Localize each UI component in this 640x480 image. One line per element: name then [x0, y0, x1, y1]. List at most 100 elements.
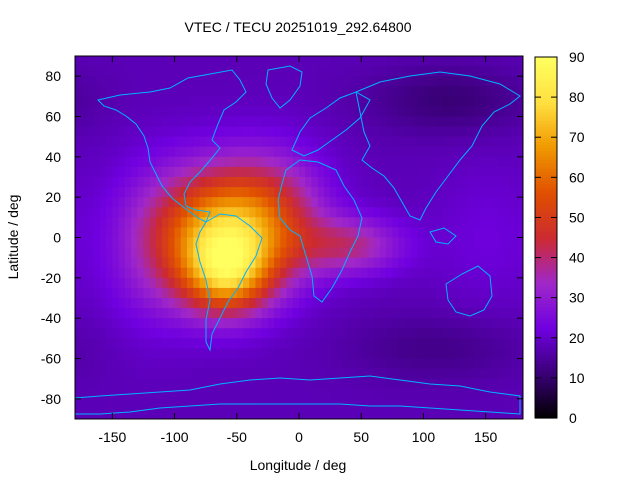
heatmap-cell — [348, 106, 356, 118]
heatmap-cell — [504, 86, 512, 97]
heatmap-cell — [498, 237, 505, 249]
heatmap-cell — [143, 126, 151, 138]
heatmap-cell — [386, 166, 393, 178]
heatmap-cell — [193, 277, 201, 289]
heatmap-cell — [205, 378, 213, 390]
heatmap-cell — [467, 318, 474, 329]
heatmap-cell — [473, 287, 481, 299]
heatmap-cell — [180, 197, 188, 208]
heatmap-cell — [442, 388, 449, 400]
heatmap-cell — [118, 126, 126, 138]
heatmap-cell — [168, 328, 176, 339]
heatmap-cell — [392, 156, 400, 168]
heatmap-cell — [199, 247, 207, 259]
heatmap-cell — [199, 86, 207, 97]
heatmap-cell — [373, 106, 381, 118]
heatmap-cell — [317, 267, 325, 279]
colorbar-segment — [535, 348, 557, 353]
heatmap-cell — [485, 177, 493, 188]
heatmap-cell — [336, 257, 344, 269]
heatmap-cell — [311, 177, 319, 188]
heatmap-cell — [143, 116, 151, 128]
heatmap-cell — [299, 156, 306, 168]
heatmap-cell — [205, 146, 213, 158]
heatmap-cell — [454, 277, 462, 289]
heatmap-cell — [299, 328, 306, 339]
y-tick-label: -20 — [41, 270, 61, 286]
heatmap-cell — [162, 267, 169, 279]
heatmap-cell — [510, 146, 518, 158]
heatmap-cell — [274, 378, 281, 390]
heatmap-cell — [342, 116, 350, 128]
heatmap-cell — [367, 136, 375, 148]
heatmap-cell — [243, 96, 250, 108]
heatmap-cell — [392, 197, 400, 208]
x-axis-label: Longitude / deg — [250, 457, 347, 473]
heatmap-cell — [454, 247, 462, 259]
heatmap-cell — [367, 56, 375, 67]
heatmap-cell — [199, 207, 207, 218]
heatmap-cell — [367, 358, 375, 370]
colorbar-segment — [535, 375, 557, 380]
heatmap-cell — [404, 287, 412, 299]
heatmap-cell — [193, 247, 201, 259]
heatmap-cell — [379, 227, 387, 239]
heatmap-cell — [218, 76, 225, 87]
heatmap-cell — [330, 277, 337, 289]
heatmap-cell — [224, 368, 232, 380]
colorbar-segment — [535, 228, 557, 233]
heatmap-cell — [435, 388, 443, 400]
heatmap-cell — [243, 116, 250, 128]
heatmap-cell — [342, 378, 350, 390]
heatmap-cell — [249, 298, 257, 309]
heatmap-cell — [361, 247, 369, 259]
heatmap-cell — [330, 267, 337, 279]
heatmap-cell — [81, 187, 89, 198]
heatmap-cell — [386, 96, 393, 108]
heatmap-cell — [404, 126, 412, 138]
heatmap-cell — [137, 358, 145, 370]
colorbar-segment — [535, 381, 557, 386]
heatmap-cell — [81, 237, 89, 249]
heatmap-cell — [305, 66, 313, 77]
heatmap-cell — [267, 237, 275, 249]
heatmap-cell — [342, 146, 350, 158]
heatmap-cell — [510, 76, 518, 87]
heatmap-cell — [180, 76, 188, 87]
heatmap-cell — [305, 298, 313, 309]
heatmap-cell — [460, 126, 468, 138]
heatmap-cell — [485, 267, 493, 279]
heatmap-cell — [155, 197, 163, 208]
heatmap-cell — [467, 56, 474, 67]
heatmap-cell — [498, 187, 505, 198]
coast-greenland — [265, 65, 303, 109]
heatmap-cell — [299, 66, 306, 77]
heatmap-cell — [423, 177, 431, 188]
heatmap-cell — [211, 348, 219, 360]
heatmap-cell — [516, 328, 523, 339]
heatmap-cell — [292, 308, 300, 319]
heatmap-cell — [180, 328, 188, 339]
heatmap-cell — [442, 378, 449, 390]
heatmap-cell — [311, 277, 319, 289]
heatmap-cell — [317, 116, 325, 128]
heatmap-cell — [311, 217, 319, 229]
heatmap-cell — [193, 227, 201, 239]
heatmap-cell — [386, 308, 393, 319]
heatmap-cell — [491, 247, 499, 259]
heatmap-cell — [118, 136, 126, 148]
heatmap-cell — [342, 338, 350, 350]
heatmap-cell — [137, 106, 145, 118]
heatmap-cell — [93, 166, 101, 178]
heatmap-cell — [261, 287, 269, 299]
heatmap-cell — [149, 237, 157, 249]
heatmap-cell — [448, 116, 456, 128]
heatmap-cell — [87, 298, 95, 309]
heatmap-cell — [299, 378, 306, 390]
heatmap-cell — [211, 166, 219, 178]
colorbar-segment — [535, 204, 557, 209]
heatmap-cell — [168, 237, 176, 249]
heatmap-cell — [205, 257, 213, 269]
heatmap-cell — [199, 398, 207, 410]
heatmap-cell — [106, 217, 113, 229]
